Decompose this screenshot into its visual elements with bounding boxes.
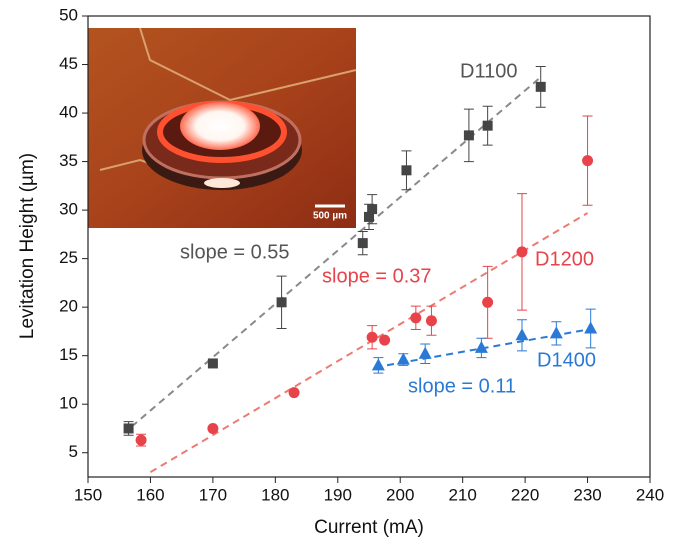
x-tick-label: 150 <box>74 485 102 504</box>
point <box>371 358 385 371</box>
point <box>418 346 432 359</box>
plot-frame <box>87 15 651 478</box>
y-tick-label: 30 <box>59 200 78 219</box>
point <box>549 326 563 339</box>
annotation: slope = 0.55 <box>180 241 290 263</box>
x-tick-label: 160 <box>136 485 164 504</box>
point <box>584 321 598 334</box>
point <box>367 204 378 215</box>
y-tick-label: 20 <box>59 297 78 316</box>
point <box>410 312 422 324</box>
point <box>276 297 287 308</box>
x-tick-label: 170 <box>199 485 227 504</box>
point <box>379 334 391 346</box>
y-tick-label: 35 <box>59 151 78 170</box>
y-tick-label: 15 <box>59 345 78 364</box>
point <box>396 352 410 365</box>
y-tick-label: 5 <box>69 442 78 461</box>
y-tick-label: 45 <box>59 54 78 73</box>
point <box>123 423 134 434</box>
point <box>207 422 219 434</box>
scale-label: 500 µm <box>313 211 347 222</box>
annotation: D1200 <box>535 248 594 270</box>
point <box>474 340 488 353</box>
point <box>515 328 529 341</box>
point <box>288 387 300 399</box>
point <box>482 120 493 131</box>
point <box>357 238 368 249</box>
point <box>135 434 147 446</box>
x-tick-label: 180 <box>261 485 289 504</box>
fit-line <box>149 212 589 474</box>
x-tick-label: 220 <box>511 485 539 504</box>
point <box>425 315 437 327</box>
x-tick-label: 210 <box>448 485 476 504</box>
point <box>207 358 218 369</box>
point <box>401 165 412 176</box>
y-tick-label: 40 <box>59 103 78 122</box>
point <box>463 130 474 141</box>
point <box>482 296 494 308</box>
inset-photo: 500 µm <box>88 27 357 228</box>
point <box>535 81 546 92</box>
x-tick-label: 240 <box>636 485 664 504</box>
annotation: slope = 0.37 <box>322 265 432 287</box>
x-axis-label: Current (mA) <box>314 517 424 538</box>
annotation: slope = 0.11 <box>408 375 516 397</box>
y-tick-label: 10 <box>59 394 78 413</box>
y-tick-label: 50 <box>59 5 78 24</box>
annotation: D1100 <box>460 60 517 82</box>
x-tick-label: 200 <box>386 485 414 504</box>
point <box>364 211 374 222</box>
x-tick-label: 190 <box>324 485 352 504</box>
x-tick-label: 230 <box>573 485 601 504</box>
annotation: D1400 <box>537 349 596 371</box>
y-tick-label: 25 <box>59 248 78 267</box>
y-axis-label: Levitation Height (µm) <box>17 153 38 339</box>
point <box>582 155 594 167</box>
point <box>516 246 528 258</box>
point <box>366 331 378 343</box>
